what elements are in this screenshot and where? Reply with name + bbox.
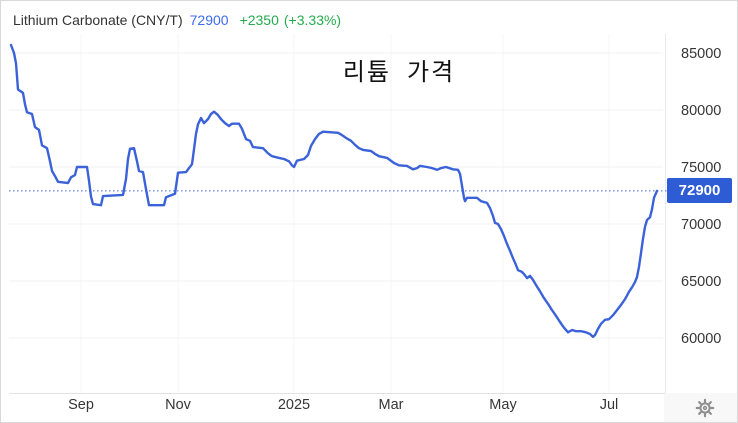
y-tick-label: 80000 xyxy=(681,103,721,119)
y-axis-labels: 85000 80000 75000 70000 65000 60000 xyxy=(681,46,721,347)
y-tick-label: 75000 xyxy=(681,160,721,176)
price-change-percent: (+3.33%) xyxy=(283,12,342,28)
symbol-header: Lithium Carbonate (CNY/T) 72900 +2350 (+… xyxy=(13,12,341,28)
y-tick-label: 85000 xyxy=(681,46,721,62)
x-tick-label: Nov xyxy=(165,397,192,413)
y-tick-label: 70000 xyxy=(681,217,721,233)
last-price: 72900 xyxy=(189,12,229,28)
settings-button[interactable] xyxy=(694,397,716,419)
symbol-name: Lithium Carbonate (CNY/T) xyxy=(13,12,183,28)
y-tick-label: 60000 xyxy=(681,331,721,347)
x-tick-label: Jul xyxy=(600,397,619,413)
x-tick-label: 2025 xyxy=(278,397,310,413)
y-tick-label: 65000 xyxy=(681,274,721,290)
x-tick-label: Mar xyxy=(379,397,404,413)
x-tick-label: Sep xyxy=(68,397,94,413)
price-change: +2350 xyxy=(239,12,279,28)
gear-icon xyxy=(695,398,715,418)
x-tick-label: May xyxy=(489,397,517,413)
price-line-series xyxy=(9,43,659,339)
gridlines xyxy=(9,34,663,393)
current-price-badge: 72900 xyxy=(667,178,732,204)
chart-title: 리튬 가격 xyxy=(342,60,456,86)
x-axis-labels: Sep Nov 2025 Mar May Jul xyxy=(68,397,618,413)
